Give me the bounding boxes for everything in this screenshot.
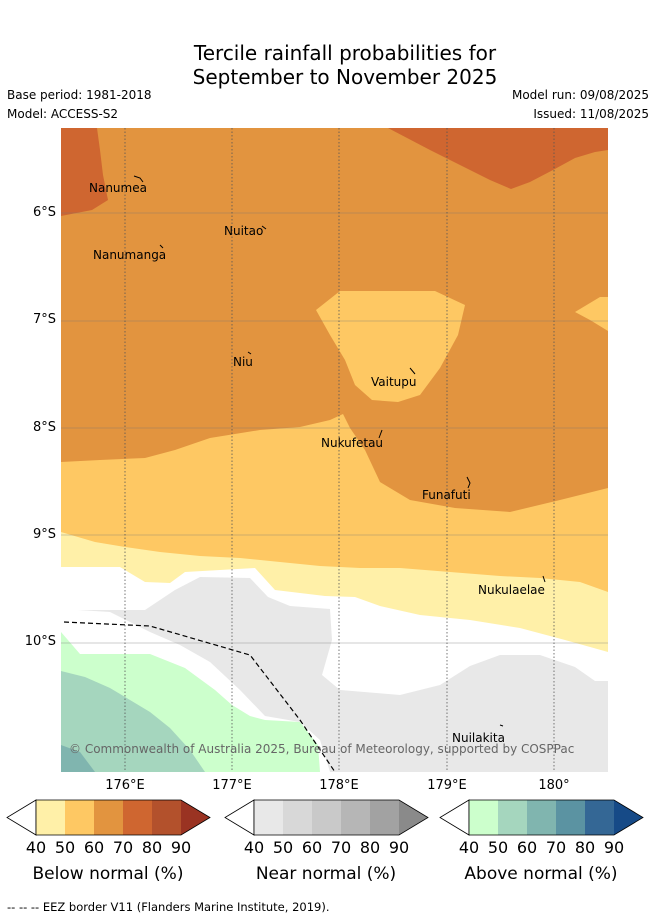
place-funafuti: Funafuti — [422, 488, 471, 502]
colorbar-near-segment — [370, 800, 399, 835]
place-nuitao: Nuitao — [224, 224, 264, 238]
lon-label-179e: 179°E — [427, 778, 467, 793]
longitude-gridlines — [124, 128, 555, 772]
colorbar-below-segment — [152, 800, 181, 835]
colorbar-above-segment — [469, 800, 498, 835]
base-period: Base period: 1981-2018 — [7, 88, 152, 102]
model-name: Model: ACCESS-S2 — [7, 107, 119, 121]
region-near-40 — [78, 577, 608, 772]
colorbar-below-low-extend — [6, 799, 37, 836]
colorbar-near-tick: 80 — [359, 838, 381, 857]
colorbar-near-tick: 50 — [272, 838, 294, 857]
colorbar-near-segment — [283, 800, 312, 835]
map-title-line2: September to November 2025 — [192, 65, 498, 89]
colorbar-above-tick: 80 — [574, 838, 596, 857]
colorbar-below-segment — [94, 800, 123, 835]
colorbar-below-tick: 70 — [112, 838, 134, 857]
lon-label-178e: 178°E — [319, 778, 359, 793]
colorbar-below-tick: 90 — [170, 838, 192, 857]
colorbar-near-high-extend — [399, 800, 428, 835]
colorbar-below-tick: 80 — [141, 838, 163, 857]
colorbar-above-segment — [498, 800, 527, 835]
colorbar-below-tick: 50 — [54, 838, 76, 857]
colorbar-above-tick: 90 — [603, 838, 625, 857]
colorbar-above-tick: 60 — [516, 838, 538, 857]
lat-label-10s: 10°S — [24, 634, 56, 649]
lat-label-8s: 8°S — [32, 420, 56, 435]
place-nanumea: Nanumea — [89, 181, 147, 195]
colorbar-above-high-extend — [614, 800, 643, 835]
colorbar-above-tick: 40 — [458, 838, 480, 857]
lat-label-7s: 7°S — [32, 312, 56, 327]
colorbar-near-low-extend — [224, 799, 255, 836]
model-run: Model run: 09/08/2025 — [511, 88, 649, 102]
colorbar-below-outline — [35, 799, 211, 836]
lon-label-180: 180° — [538, 778, 570, 793]
lon-label-177e: 177°E — [212, 778, 252, 793]
colorbar-near-segment — [312, 800, 341, 835]
colorbar-near-tick: 70 — [330, 838, 352, 857]
eez-footnote: -- -- -- EEZ border V11 (Flanders Marine… — [7, 900, 330, 914]
colorbar-near-segment — [254, 800, 283, 835]
lat-label-9s: 9°S — [32, 527, 56, 542]
lon-label-176e: 176°E — [105, 778, 145, 793]
colorbar-near-outline — [253, 799, 429, 836]
island-outlines — [133, 175, 546, 727]
colorbar-above-title: Above normal (%) — [464, 864, 618, 884]
copyright-notice: © Commonwealth of Australia 2025, Bureau… — [69, 742, 575, 756]
region-above-50 — [61, 671, 205, 772]
colorbar-above-outline — [468, 799, 644, 836]
place-nanumanga: Nanumanga — [93, 248, 167, 262]
issued-date: Issued: 11/08/2025 — [533, 107, 649, 121]
region-below-50-east — [575, 297, 608, 331]
colorbar-near-tick: 90 — [388, 838, 410, 857]
colorbar-below-high-extend — [181, 800, 210, 835]
colorbar-near-tick: 60 — [301, 838, 323, 857]
colorbar-above-tick: 70 — [545, 838, 567, 857]
region-below-50-vaitupu — [316, 291, 465, 402]
colorbar-above-low-extend — [439, 799, 470, 836]
place-nuilakita: Nuilakita — [452, 731, 505, 745]
colorbar-near-title: Near normal (%) — [255, 864, 397, 884]
colorbar-below-tick: 60 — [83, 838, 105, 857]
colorbar-above-segment — [585, 800, 614, 835]
lat-label-6s: 6°S — [32, 205, 56, 220]
colorbar-above-segment — [556, 800, 585, 835]
eez-border — [63, 621, 336, 772]
colorbar-above-tick: 50 — [487, 838, 509, 857]
region-above-60 — [61, 745, 95, 772]
colorbar-below-segment — [36, 800, 65, 835]
colorbar-below-title: Below normal (%) — [32, 864, 184, 884]
place-nukulaelae: Nukulaelae — [478, 583, 545, 597]
region-below-70-nw — [61, 128, 108, 216]
colorbar-below — [6, 799, 211, 836]
colorbar-near-segment — [341, 800, 370, 835]
place-nukufetau: Nukufetau — [321, 436, 384, 450]
map-title-line1: Tercile rainfall probabilities for — [193, 41, 497, 65]
region-below-70-ne — [388, 128, 608, 189]
colorbar-near-tick: 40 — [243, 838, 265, 857]
place-niu: Niu — [233, 355, 253, 369]
latitude-gridlines — [61, 212, 608, 644]
colorbar-below-segment — [65, 800, 94, 835]
place-vaitupu: Vaitupu — [371, 375, 417, 389]
colorbar-near — [224, 799, 429, 836]
colorbar-below-tick: 40 — [25, 838, 47, 857]
colorbar-below-segment — [123, 800, 152, 835]
colorbar-above — [439, 799, 644, 836]
colorbar-above-segment — [527, 800, 556, 835]
